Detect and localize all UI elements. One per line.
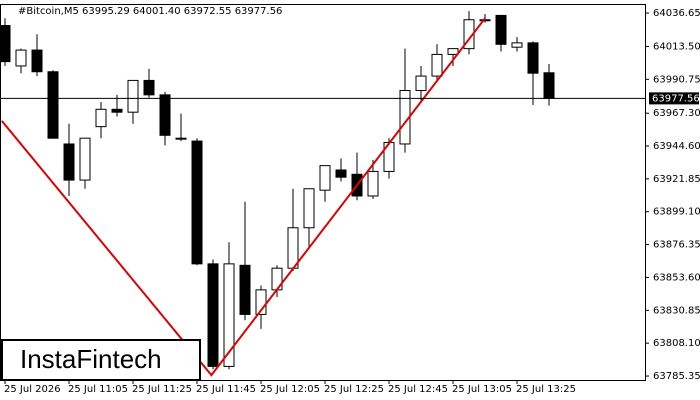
y-tick-label: 63853.60 <box>653 272 700 283</box>
candle-body <box>319 165 331 191</box>
candle-body <box>79 137 91 181</box>
candle-body <box>111 108 123 113</box>
x-tick-label: 25 Jul 2026 <box>4 384 61 395</box>
y-tick-label: 64013.50 <box>653 41 700 52</box>
x-tick-label: 25 Jul 12:05 <box>260 384 320 395</box>
x-tick-label: 25 Jul 13:05 <box>452 384 512 395</box>
candle-body <box>191 140 203 265</box>
candle-body <box>223 263 235 367</box>
candle-body <box>95 108 107 128</box>
y-tick-label: 63921.85 <box>653 174 700 185</box>
price-label: 63977.56 <box>652 93 700 104</box>
x-tick-label: 25 Jul 11:05 <box>68 384 128 395</box>
candle-body <box>63 143 75 181</box>
price-label-box <box>649 92 699 105</box>
candle-body <box>47 71 59 139</box>
candle-body <box>431 53 443 77</box>
x-tick-label: 25 Jul 13:25 <box>516 384 576 395</box>
candle-body <box>511 42 523 48</box>
x-tick-label: 25 Jul 11:25 <box>132 384 192 395</box>
candle-body <box>447 48 459 55</box>
candle-body <box>31 49 43 73</box>
candle-body <box>175 137 187 140</box>
y-tick-label: 63785.35 <box>653 371 700 382</box>
x-tick-label: 25 Jul 12:45 <box>388 384 448 395</box>
y-tick-label: 63967.30 <box>653 108 700 119</box>
candle-body <box>303 188 315 229</box>
candle-body <box>255 289 267 315</box>
y-tick-label: 63830.85 <box>653 305 700 316</box>
candle-body <box>239 264 251 315</box>
candle-body <box>367 170 379 197</box>
y-tick-label: 64036.65 <box>653 8 700 19</box>
plot-frame <box>0 4 646 381</box>
candle-body <box>15 49 27 67</box>
candle-body <box>207 263 219 367</box>
y-tick-label: 63990.75 <box>653 74 700 85</box>
candle-body <box>159 94 171 136</box>
trend-line <box>1 17 486 377</box>
candle-body <box>543 72 555 99</box>
candle-body <box>143 79 155 96</box>
candle-body <box>287 227 299 269</box>
x-tick-label: 25 Jul 12:25 <box>324 384 384 395</box>
watermark: InstaFintech <box>20 344 162 374</box>
x-tick-label: 25 Jul 11:45 <box>196 384 256 395</box>
y-tick-label: 63899.10 <box>653 207 700 218</box>
candle-body <box>335 169 347 178</box>
candle-body <box>0 25 11 63</box>
y-tick-label: 63808.10 <box>653 338 700 349</box>
watermark-box <box>1 339 201 381</box>
y-tick-label: 63876.35 <box>653 240 700 251</box>
candle-body <box>495 14 507 45</box>
candle-body <box>415 75 427 92</box>
y-tick-label: 63944.60 <box>653 141 700 152</box>
chart-title: #Bitcoin,M5 63995.29 64001.40 63972.55 6… <box>18 6 282 17</box>
candle-body <box>127 79 139 113</box>
candle-body <box>527 42 539 74</box>
